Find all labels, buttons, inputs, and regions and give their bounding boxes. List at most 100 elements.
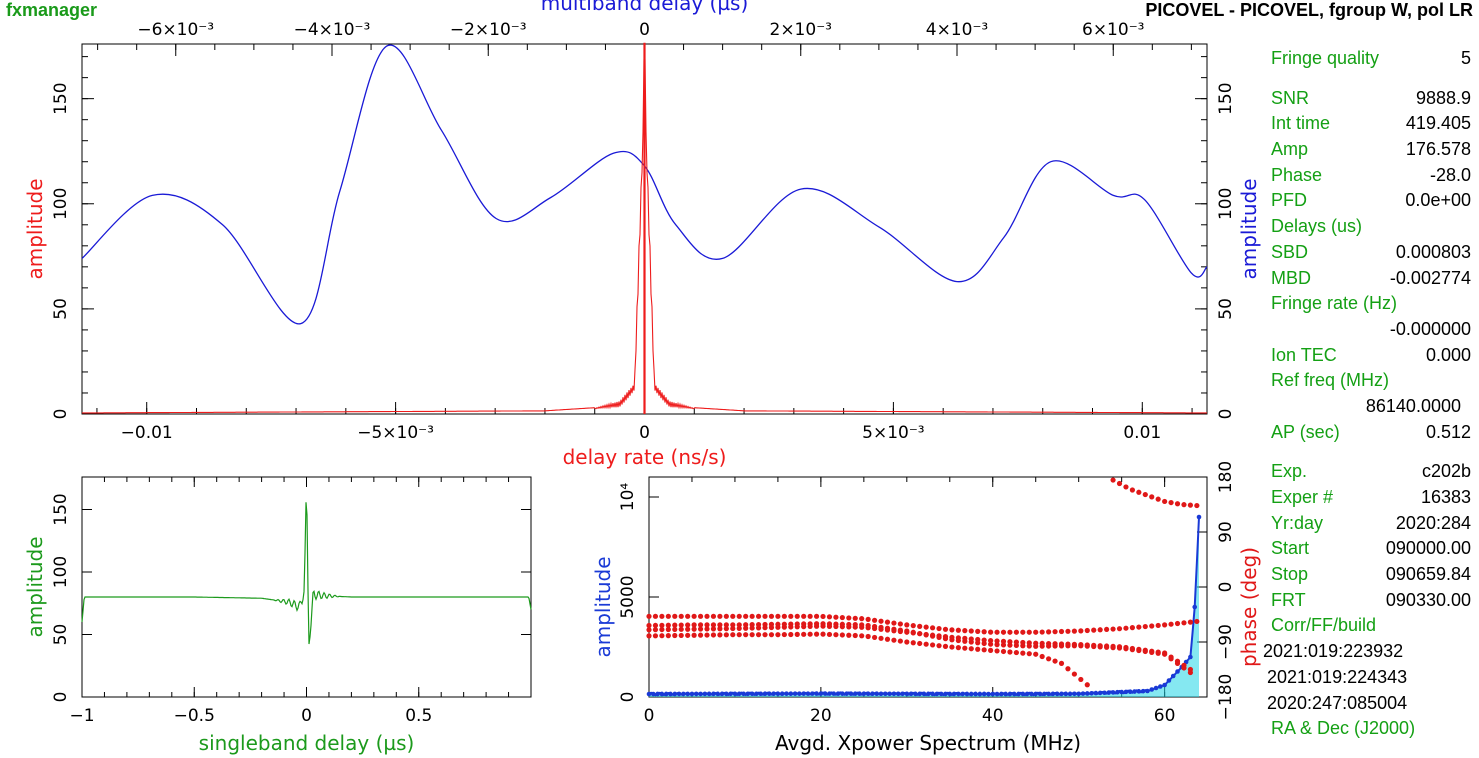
xpower-amplitude-point (900, 691, 905, 697)
xpower-phase-point (1129, 645, 1135, 652)
xpower-phase-point (968, 646, 974, 652)
xpower-amplitude-point (749, 691, 755, 697)
xpower-phase-point (665, 626, 671, 633)
fringe-quality-label: Fringe quality (1271, 48, 1380, 68)
xpower-phase-point (949, 634, 955, 640)
xpower-y-tick-label: 0 (618, 692, 638, 703)
xpower-amplitude-point (814, 691, 819, 696)
yrday-value: 2020:284 (1395, 512, 1471, 533)
xpower-phase-point (685, 622, 691, 628)
xpower-amplitude-point (990, 691, 996, 697)
xpower-amplitude-point (1063, 691, 1069, 697)
xpower-phase-point (968, 636, 974, 642)
start-value: 090000.00 (1385, 538, 1471, 559)
xpower-phase-point (665, 613, 671, 619)
phase-label: Phase (1271, 164, 1323, 185)
xpower-phase-point (659, 626, 665, 633)
xpower-phase-point (942, 634, 949, 640)
xpower-phase-point (717, 632, 723, 638)
amp-label: Amp (1271, 139, 1309, 160)
xpower-phase-point (807, 631, 813, 637)
snr-value: 9888.9 (1415, 87, 1471, 108)
xpower-phase-point (897, 638, 903, 644)
xpower-phase-point (917, 623, 923, 629)
xpower-phase-point (762, 625, 768, 631)
xpower-phase-point (1181, 502, 1187, 508)
xpower-phase-point (691, 613, 697, 619)
xpower-phase-point (988, 629, 994, 635)
xpower-phase-point (730, 625, 736, 632)
ref-freq-label: Ref freq (MHz) (1271, 370, 1390, 391)
xpower-phase-point (826, 614, 833, 620)
xpower-amplitude-point (994, 691, 1000, 697)
xpower-amplitude-point (1140, 688, 1146, 694)
xpower-phase-point (807, 623, 813, 630)
xpower-phase-point (820, 613, 826, 620)
xpower-phase-point (743, 625, 749, 631)
xpower-phase-point (968, 628, 974, 634)
xpower-phase-point (652, 633, 659, 639)
xpower-phase-point (704, 613, 710, 619)
xpower-phase-point (704, 622, 710, 628)
xpower-phase-point (697, 622, 704, 628)
xpower-phase-point (717, 613, 723, 619)
xpower-phase-point (1020, 650, 1026, 656)
xpower-phase-point (1091, 627, 1097, 633)
xpower-amplitude-point (693, 691, 699, 697)
xpower-phase-point (1155, 496, 1161, 502)
xpower-amplitude-point (913, 691, 918, 697)
xpower-phase-point (755, 625, 762, 631)
xpower-phase-point (1162, 650, 1168, 656)
xpower-phase-point (865, 633, 871, 640)
delay-rate-tick-label: 0.01 (1123, 423, 1161, 443)
xpower-phase-point (871, 634, 878, 641)
xpower-phase-point (775, 613, 781, 619)
xpower-amplitude-point (827, 691, 832, 696)
xpower-phase-point (723, 632, 729, 638)
xpower-phase-point (1058, 660, 1065, 666)
xpower-amplitude-point (857, 691, 862, 696)
multiband-tick-label: 4×10⁻³ (926, 20, 988, 40)
frt-label: FRT (1271, 589, 1306, 610)
xpower-phase-point (1174, 501, 1181, 507)
xpower-phase-point (678, 632, 684, 639)
yrday-label: Yr:day (1271, 512, 1324, 533)
xpower-phase-point (942, 626, 949, 632)
xpower-phase-point (1129, 625, 1135, 631)
xpower-phase-point (730, 622, 736, 628)
xpower-phase-point (1084, 682, 1090, 688)
xpower-phase-point (710, 622, 717, 628)
xpower-amplitude-point (1119, 689, 1124, 695)
xpower-phase-point (1033, 651, 1039, 657)
xpower-amplitude-point (1016, 691, 1021, 697)
xpower-phase-point (884, 627, 891, 633)
xpower-y-axis-title: amplitude (591, 556, 615, 657)
xpower-phase-point (801, 613, 807, 619)
xpower-phase-point (691, 632, 697, 638)
xpower-amplitude-point (943, 691, 948, 697)
xpower-amplitude-point (917, 691, 923, 697)
xpower-phase-point (813, 613, 820, 619)
xpower-phase-point (1123, 484, 1129, 490)
xpower-phase-tick-label: −90 (1216, 624, 1236, 660)
xpower-phase-point (665, 622, 671, 628)
stop-value: 090659.84 (1385, 564, 1471, 585)
stop-label: Stop (1271, 564, 1309, 585)
xpower-phase-point (846, 632, 852, 638)
singleband-y-axis-title: amplitude (23, 536, 47, 637)
multiband-axis-title: multiband delay (µs) (541, 0, 749, 15)
xpower-phase-point (1033, 640, 1039, 646)
xpower-phase-point (691, 622, 697, 628)
xpower-phase-point (891, 628, 897, 634)
xpower-amplitude-point (1170, 673, 1176, 679)
xpower-phase-point (839, 624, 845, 630)
xpower-amplitude-point (968, 691, 974, 697)
xpower-amplitude-fill (649, 517, 1199, 697)
pfd-value: 0.0e+00 (1405, 190, 1471, 211)
xpower-phase-point (1155, 622, 1161, 629)
xpower-phase-point (839, 614, 845, 621)
xpower-phase-point (1046, 640, 1052, 647)
xpower-phase-point (994, 642, 1000, 648)
xpower-phase-point (1181, 662, 1187, 668)
xpower-phase-point (1116, 480, 1123, 487)
